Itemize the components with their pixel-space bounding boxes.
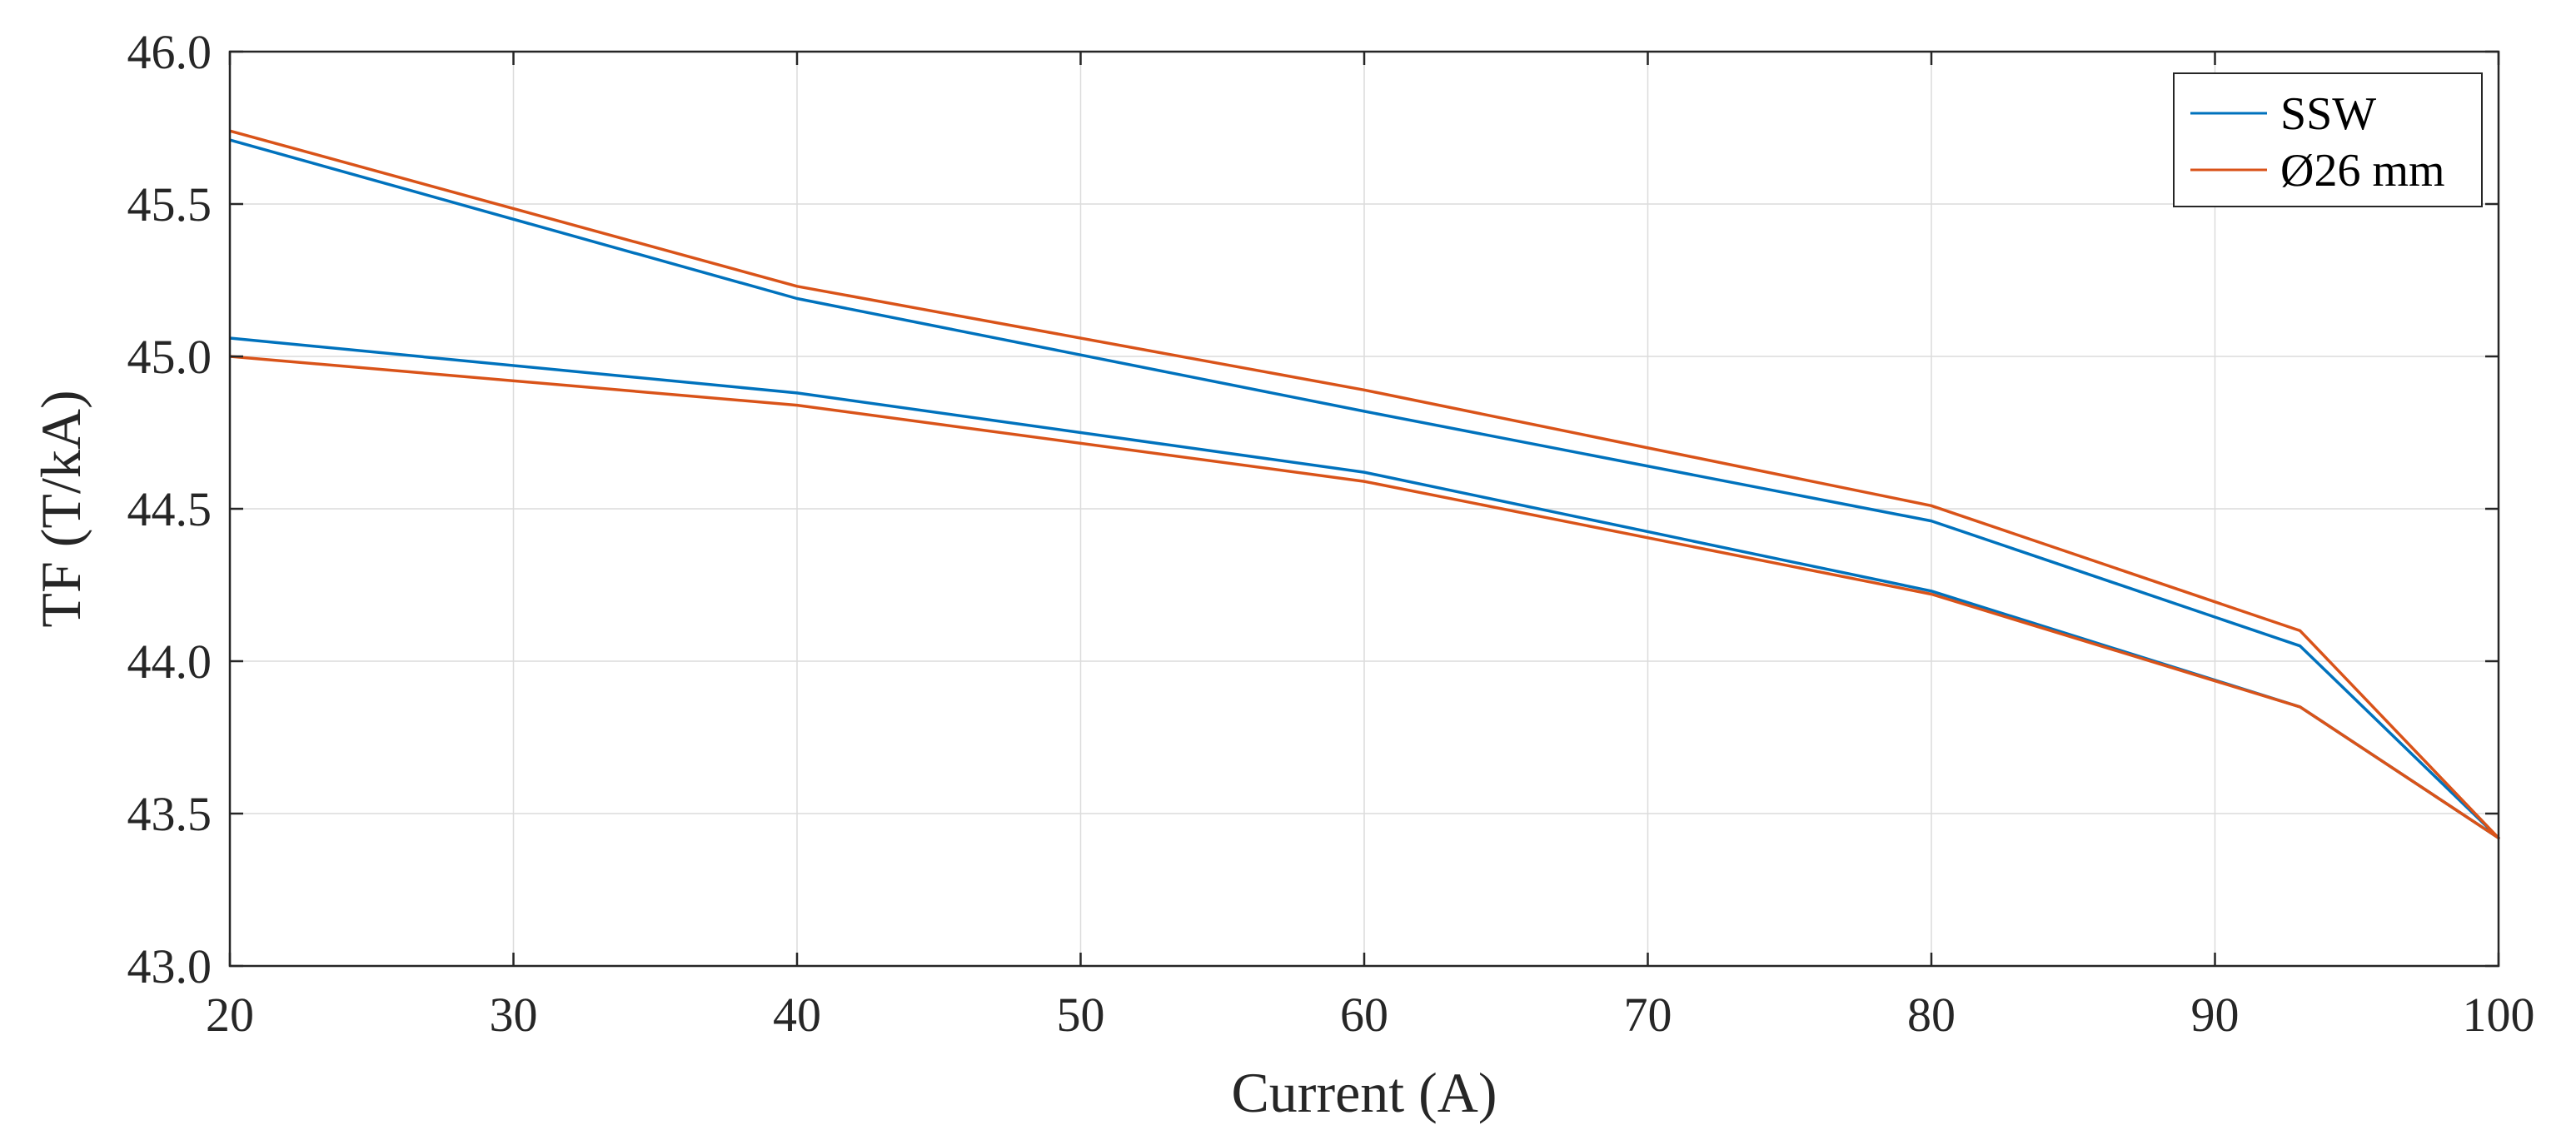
y-tick-label: 45.0	[127, 330, 212, 384]
y-tick-label: 44.0	[127, 635, 212, 689]
x-tick-label: 100	[2463, 988, 2535, 1042]
x-tick-label: 40	[773, 988, 821, 1042]
legend-label-26mm: Ø26 mm	[2280, 145, 2445, 197]
y-tick-label: 43.0	[127, 939, 212, 993]
legend-label-ssw: SSW	[2280, 88, 2376, 140]
x-axis-label: Current (A)	[1231, 1061, 1497, 1124]
x-tick-label: 50	[1057, 988, 1105, 1042]
x-tick-label: 30	[490, 988, 538, 1042]
x-tick-label: 60	[1340, 988, 1388, 1042]
x-tick-label: 90	[2191, 988, 2240, 1042]
y-tick-label: 46.0	[127, 25, 212, 79]
x-tick-label: 70	[1624, 988, 1672, 1042]
y-tick-labels: 43.0 43.5 44.0 44.5 45.0 45.5 46.0	[127, 25, 212, 993]
y-tick-label: 44.5	[127, 482, 212, 536]
legend: SSW Ø26 mm	[2173, 72, 2483, 207]
legend-box	[2173, 72, 2483, 207]
y-tick-label: 43.5	[127, 787, 212, 841]
x-tick-labels: 20 30 40 50 60 70 80 90 100	[206, 988, 2535, 1042]
y-tick-label: 45.5	[127, 177, 212, 231]
x-tick-label: 20	[206, 988, 254, 1042]
x-tick-label: 80	[1907, 988, 1956, 1042]
y-axis-label: TF (T/kA)	[29, 390, 92, 627]
axis-ticks	[228, 50, 2500, 968]
